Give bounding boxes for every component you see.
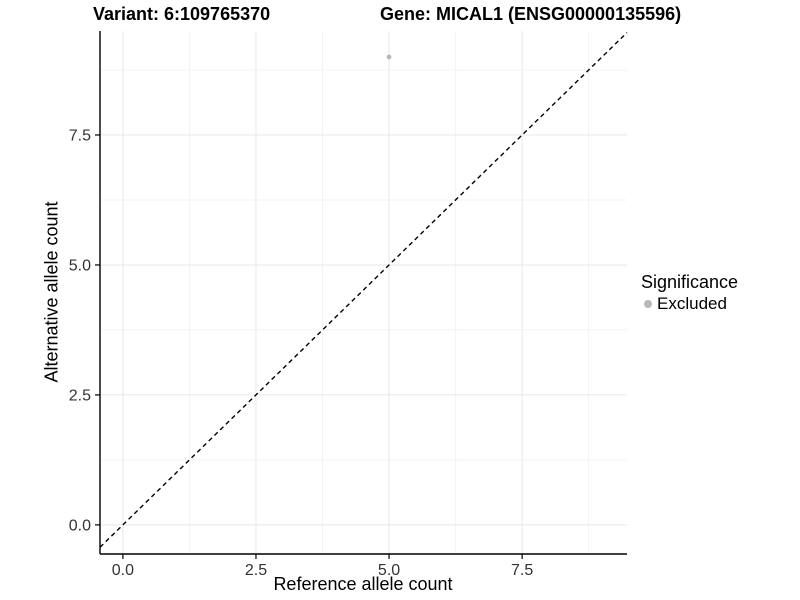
legend-title: Significance — [641, 272, 739, 292]
legend-item-label: Excluded — [657, 294, 727, 313]
legend-point-swatch — [644, 300, 652, 308]
y-tick-label: 0.0 — [69, 517, 91, 534]
x-tick-label: 7.5 — [511, 562, 533, 579]
legend-item-excluded: Excluded — [644, 294, 738, 314]
data-point — [386, 54, 392, 60]
y-tick-label: 2.5 — [69, 387, 91, 404]
x-axis-title: Reference allele count — [273, 574, 453, 594]
y-tick-label: 7.5 — [69, 127, 91, 144]
x-tick-label: 2.5 — [245, 562, 267, 579]
y-tick-label: 5.0 — [69, 257, 91, 274]
x-tick-label: 0.0 — [112, 562, 134, 579]
plot-title-variant: Variant: 6:109765370 — [93, 4, 271, 24]
identity-line — [99, 32, 628, 548]
x-tick-label: 5.0 — [378, 562, 400, 579]
legend: Significance Excluded — [641, 271, 738, 314]
y-axis-title: Alternative allele count — [41, 201, 62, 383]
plot-title-gene: Gene: MICAL1 (ENSG00000135596) — [380, 4, 682, 24]
